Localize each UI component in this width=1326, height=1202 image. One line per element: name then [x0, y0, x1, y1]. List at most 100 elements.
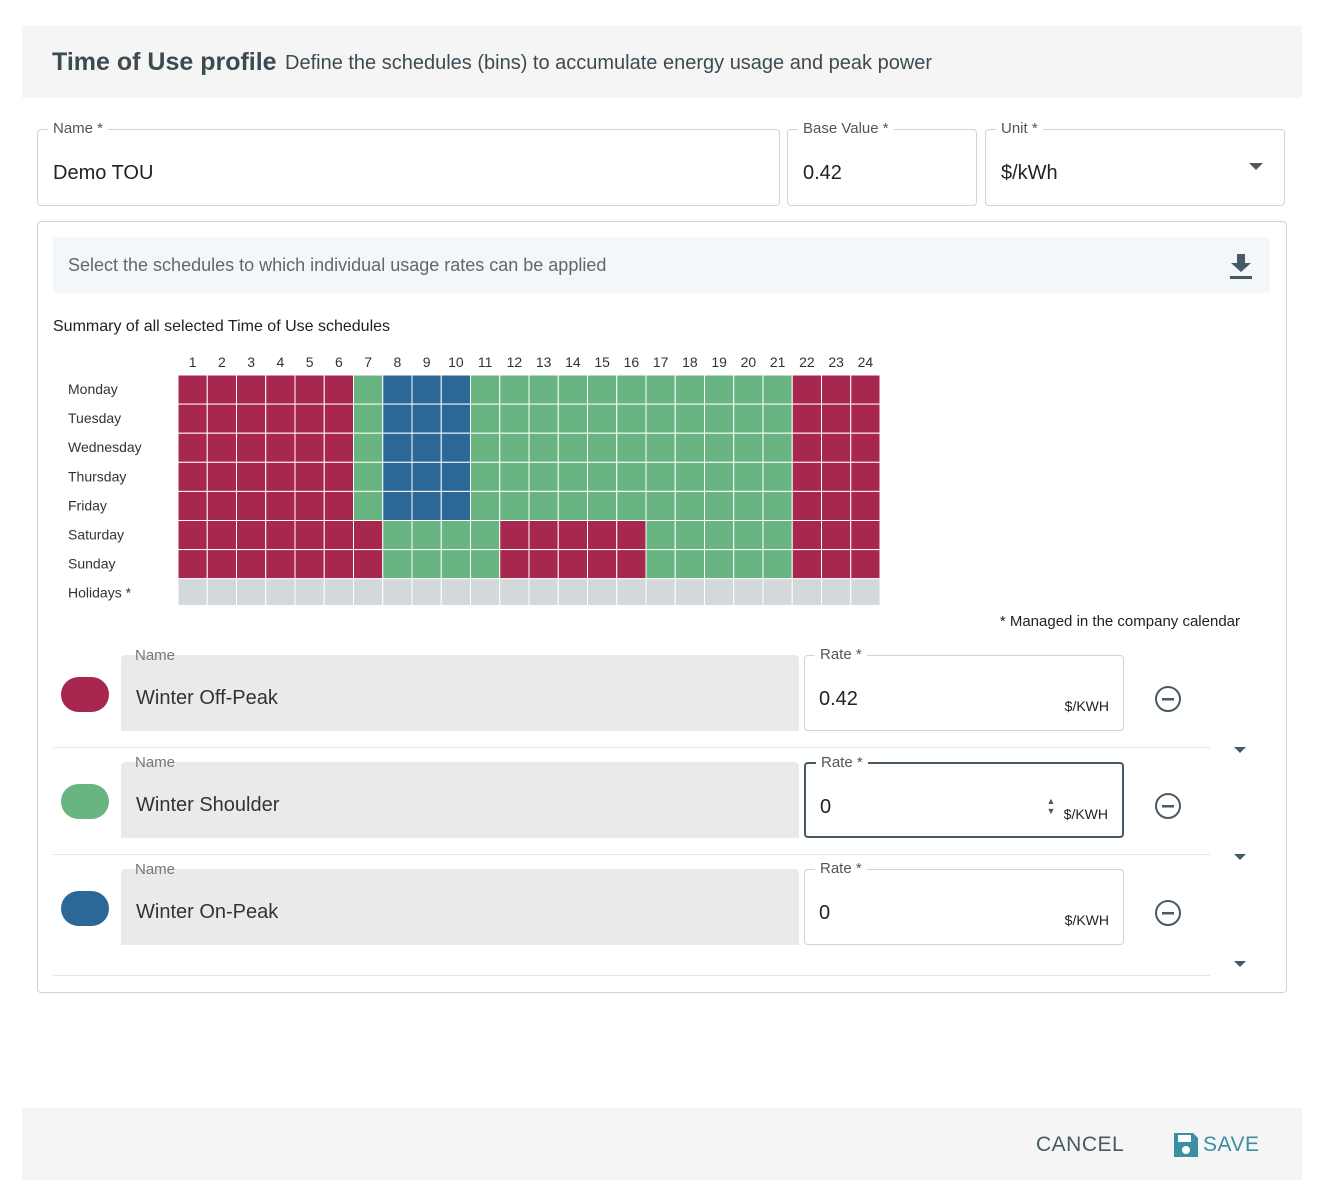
remove-button[interactable] [1155, 900, 1181, 926]
cell [616, 374, 647, 405]
cell [733, 461, 764, 492]
cell [616, 520, 647, 551]
cell [704, 549, 735, 580]
cell [411, 490, 442, 521]
cell [557, 403, 588, 434]
download-icon[interactable] [1229, 253, 1253, 279]
cell [733, 520, 764, 551]
hour-label: 20 [741, 354, 757, 370]
holiday-cell [265, 578, 296, 605]
cell [470, 490, 501, 521]
cell [353, 374, 384, 405]
cell [499, 403, 530, 434]
cell [674, 403, 705, 434]
label: Name * [48, 120, 109, 137]
cell [236, 461, 267, 492]
cell [323, 549, 354, 580]
rate-label: Rate * [815, 646, 867, 663]
cell [850, 461, 881, 492]
cell [821, 461, 852, 492]
cell [850, 490, 881, 521]
save-button[interactable]: SAVE [1203, 1133, 1260, 1156]
cell [440, 403, 471, 434]
holiday-cell [762, 578, 793, 605]
remove-button[interactable] [1155, 793, 1181, 819]
cell [674, 461, 705, 492]
cell [821, 549, 852, 580]
day-label: Saturday [68, 527, 124, 543]
cell [265, 490, 296, 521]
rate-field[interactable]: Rate * 0 $/KWH ▲ ▼ [804, 754, 1124, 838]
rate-field[interactable]: Rate * 0 $/KWH [804, 860, 1124, 945]
holiday-cell [704, 578, 735, 605]
cancel-button[interactable]: CANCEL [1036, 1133, 1125, 1156]
cell [236, 490, 267, 521]
cell [850, 549, 881, 580]
cell [294, 432, 325, 463]
holiday-cell [294, 578, 325, 605]
cell [733, 374, 764, 405]
cell [440, 432, 471, 463]
cell [762, 549, 793, 580]
cell [177, 432, 208, 463]
holiday-cell [177, 578, 208, 605]
cell [645, 403, 676, 434]
cell [733, 549, 764, 580]
holiday-cell [587, 578, 618, 605]
hour-label: 17 [653, 354, 669, 370]
base-value-field[interactable]: Base Value * 0.42 [787, 120, 977, 206]
hour-label: 11 [478, 354, 493, 370]
cell [353, 549, 384, 580]
cell [470, 461, 501, 492]
cell [382, 432, 413, 463]
cell [440, 461, 471, 492]
expand-arrow[interactable] [1234, 961, 1246, 967]
unit-field[interactable]: Unit * $/kWh [985, 120, 1285, 206]
cell [821, 403, 852, 434]
cell [645, 374, 676, 405]
cell [674, 432, 705, 463]
hour-label: 1 [189, 354, 197, 370]
value: $/kWh [1001, 162, 1058, 184]
day-label: Tuesday [68, 410, 121, 426]
holiday-cell [616, 578, 647, 605]
cell [674, 374, 705, 405]
holiday-cell [382, 578, 413, 605]
color-swatch[interactable] [61, 891, 109, 926]
cell [499, 490, 530, 521]
color-swatch[interactable] [61, 784, 109, 819]
cell [587, 374, 618, 405]
cell [353, 520, 384, 551]
name-field[interactable]: Name Winter On-Peak [121, 861, 799, 945]
rate-field[interactable]: Rate * 0.42 $/KWH [804, 646, 1124, 731]
cell [674, 549, 705, 580]
header: Time of Use profile Define the schedules… [22, 26, 1302, 98]
cell [762, 374, 793, 405]
value: 0.42 [803, 162, 842, 184]
hour-label: 15 [594, 354, 610, 370]
info-bar: Select the schedules to which individual… [53, 237, 1270, 293]
color-swatch[interactable] [61, 677, 109, 712]
expand-arrow[interactable] [1234, 854, 1246, 860]
cell [557, 549, 588, 580]
day-label: Friday [68, 497, 107, 513]
holiday-cell [557, 578, 588, 605]
holiday-cell [323, 578, 354, 605]
cell [440, 520, 471, 551]
cell [206, 403, 237, 434]
expand-arrow[interactable] [1234, 747, 1246, 753]
cell [528, 520, 559, 551]
holiday-cell [206, 578, 237, 605]
cell [557, 432, 588, 463]
name-field[interactable]: Name Winter Shoulder [121, 754, 799, 838]
cell [265, 549, 296, 580]
hour-label: 19 [711, 354, 727, 370]
cell [616, 403, 647, 434]
name-field[interactable]: Name * Demo TOU [37, 120, 780, 206]
remove-button[interactable] [1155, 686, 1181, 712]
name-field[interactable]: Name Winter Off-Peak [121, 647, 799, 731]
hour-label: 7 [364, 354, 372, 370]
cell [762, 432, 793, 463]
cell [440, 374, 471, 405]
holiday-cell [821, 578, 852, 605]
